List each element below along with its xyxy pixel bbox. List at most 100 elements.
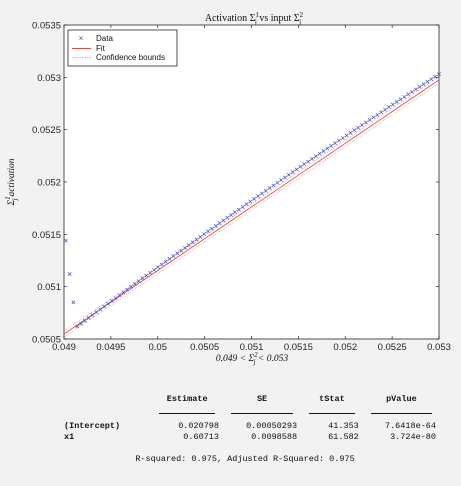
y-tick-label: 0.0525 — [32, 125, 61, 136]
x-tick-label: 0.0515 — [284, 342, 313, 353]
data-point — [363, 120, 368, 125]
x-axis-label: 0.049 < Σ2 j < 0.053 — [216, 351, 288, 366]
data-point — [387, 105, 391, 110]
chart-title: Activation Σ1 j vs input Σ2 j — [205, 11, 304, 26]
data-point — [125, 287, 130, 292]
y-tick-label: 0.0535 — [32, 21, 61, 32]
legend-entry-fit: Fit — [72, 44, 106, 53]
data-point — [236, 207, 241, 212]
data-point — [252, 196, 257, 201]
data-point — [132, 281, 137, 286]
data-point — [421, 82, 426, 87]
data-point — [94, 310, 99, 315]
data-point — [67, 272, 72, 277]
data-point — [336, 138, 341, 143]
data-point — [221, 218, 226, 223]
data-point — [248, 199, 253, 204]
data-point — [433, 74, 438, 79]
estimate-value: 0.60713 — [183, 431, 219, 442]
header-se: SE — [256, 394, 268, 404]
header-underline — [159, 412, 215, 414]
data-point — [325, 146, 330, 151]
data-point — [148, 270, 153, 275]
data-point — [63, 238, 68, 243]
data-point — [375, 112, 380, 117]
se-value: 0.00050293 — [246, 420, 298, 431]
data-point — [275, 180, 280, 185]
data-point — [425, 79, 430, 84]
y-tick-label: 0.052 — [37, 178, 61, 189]
se-value: 0.0098588 — [251, 431, 298, 442]
data-point — [229, 213, 234, 217]
data-point — [90, 313, 95, 317]
data-point — [406, 92, 411, 97]
data-point — [398, 97, 403, 102]
x-tick-label: 0.0525 — [378, 342, 407, 353]
data-point — [186, 243, 191, 247]
plot-area — [63, 24, 440, 340]
data-point — [163, 259, 168, 264]
data-point — [171, 254, 176, 259]
data-point — [286, 172, 291, 177]
data-point — [206, 229, 210, 234]
data-point — [352, 128, 357, 133]
data-point — [167, 256, 172, 261]
data-point — [102, 304, 107, 309]
data-point — [159, 262, 164, 267]
data-point — [179, 248, 184, 253]
data-point — [71, 300, 76, 305]
data-point — [140, 276, 145, 281]
data-point — [117, 293, 122, 298]
data-point — [417, 84, 422, 89]
r-squared-summary: R-squared: 0.975, Adjusted R-Squared: 0.… — [135, 454, 355, 464]
data-point — [121, 290, 126, 295]
data-point — [333, 141, 338, 146]
data-point — [202, 232, 207, 237]
data-point — [267, 186, 272, 191]
data-point — [298, 164, 303, 169]
data-point — [86, 315, 91, 320]
data-point — [109, 298, 114, 303]
data-point — [348, 130, 353, 135]
data-point — [152, 268, 157, 272]
data-point — [209, 226, 214, 231]
data-point — [256, 194, 261, 199]
data-point — [383, 107, 388, 112]
y-tick-label: 0.0505 — [32, 335, 61, 346]
estimate-value: 0.020798 — [178, 420, 219, 431]
data-point — [217, 221, 222, 226]
data-point — [344, 133, 349, 138]
data-point — [429, 77, 434, 82]
data-point — [105, 301, 110, 306]
x-axis: 0.049 0.0495 0.05 0.0505 0.051 0.0515 0.052 0.0… — [52, 25, 451, 353]
y-axis: 0.0505 0.051 0.0515 0.052 0.0525 0.053 0.0535 — [32, 21, 439, 346]
header-row: Estimate SE tStat pValue — [60, 384, 440, 406]
x-tick-label: 0.051 — [240, 342, 264, 353]
data-point — [244, 202, 249, 207]
data-point — [394, 100, 399, 104]
y-tick-label: 0.0515 — [32, 230, 61, 241]
tstat-value: 61.582 — [328, 431, 359, 442]
data-point — [182, 245, 187, 250]
data-point — [129, 284, 133, 289]
x-tick-label: 0.05 — [149, 342, 168, 353]
pvalue-value: 7.6418e-64 — [384, 420, 436, 431]
y-tick-label: 0.053 — [37, 73, 61, 84]
header-underline — [370, 412, 432, 414]
data-point — [413, 87, 418, 92]
data-point — [136, 279, 141, 284]
fit-line — [63, 79, 440, 335]
header-pvalue: pValue — [386, 394, 417, 404]
x-tick-label: 0.049 — [52, 342, 76, 353]
pvalue-value: 3.724e-80 — [390, 431, 436, 442]
legend-data-marker: × — [79, 34, 84, 43]
x-tick-label: 0.053 — [427, 342, 451, 353]
table-row: x1 0.60713 0.0098588 61.582 3.724e-80 — [60, 431, 440, 442]
data-point — [283, 175, 287, 180]
x-tick-label: 0.052 — [333, 342, 357, 353]
y-tick-label: 0.051 — [37, 282, 61, 293]
data-point — [271, 183, 276, 188]
data-point — [175, 251, 180, 256]
data-point — [294, 167, 299, 172]
